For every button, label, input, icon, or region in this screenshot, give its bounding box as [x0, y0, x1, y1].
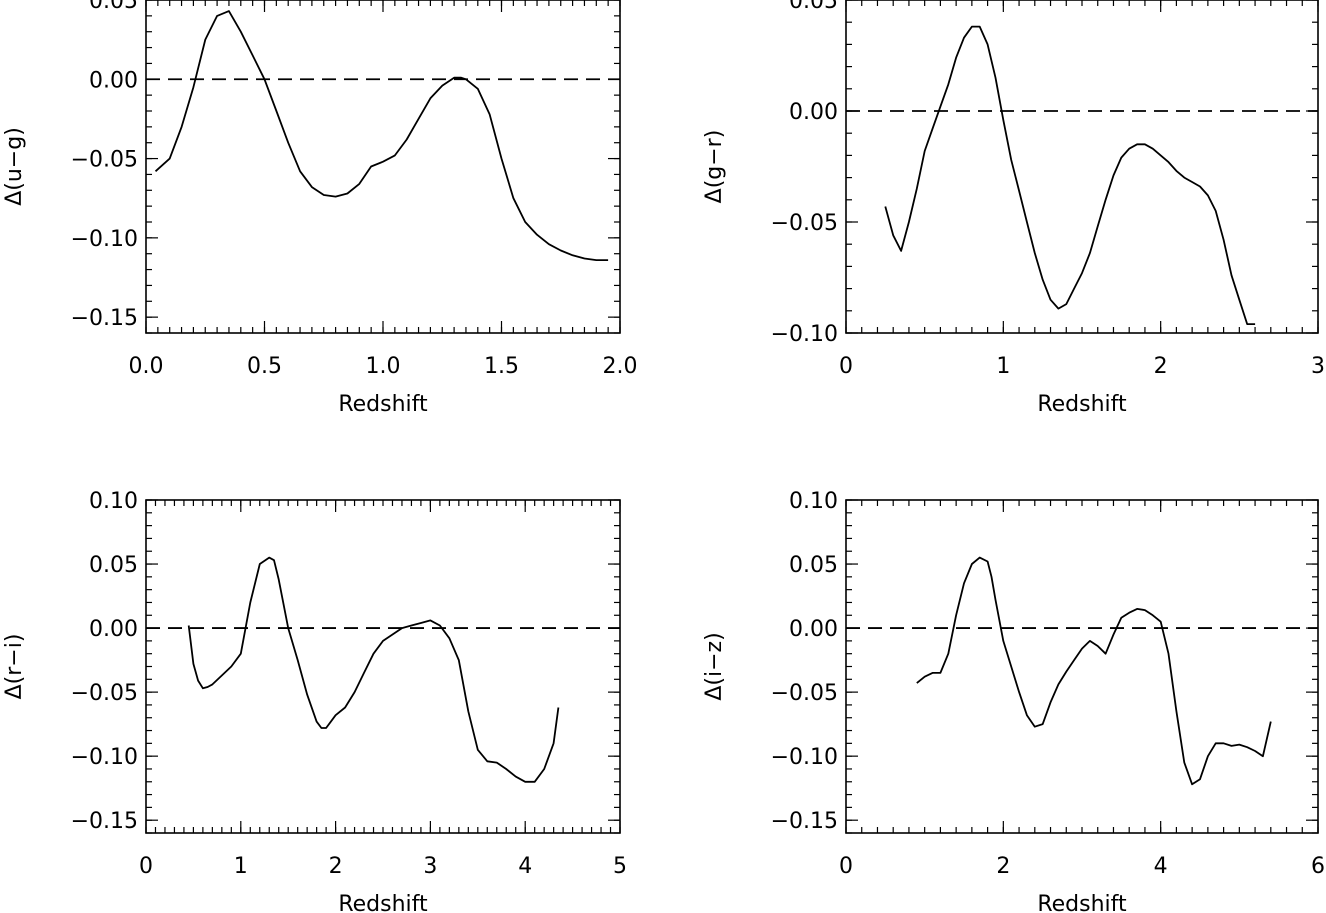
x-tick-label: 2.0	[603, 354, 638, 379]
y-tick-label: 0.10	[789, 489, 838, 514]
y-tick-label: 0.00	[89, 617, 138, 642]
plot-frame	[145, 0, 621, 334]
series-line-u-g	[154, 10, 609, 262]
x-tick-label: 0.5	[247, 354, 282, 379]
y-axis-title: Δ(i−z)	[702, 632, 727, 700]
y-axis-title: Δ(g−r)	[702, 130, 727, 204]
panel-u-g: 0.0 0.5 1.0 1.5 2.0 0.05 0.00 −0.05 −0.10 −0.15 Re…	[2, 0, 638, 417]
y-tick-label: −0.15	[71, 809, 138, 834]
x-axis-title: Redshift	[338, 392, 428, 417]
panel-i-z: 0 2 4 6 0.10 0.05 0.00 −0.05 −0.10 −0.15 Redshift Δ…	[702, 489, 1325, 913]
x-axis-title: Redshift	[1037, 392, 1127, 417]
y-tick-label: −0.05	[771, 681, 838, 706]
y-tick-label: 0.05	[89, 553, 138, 578]
y-tick-label: 0.05	[89, 0, 138, 14]
series-line-g-r	[884, 25, 1256, 326]
x-axis-title: Redshift	[1037, 892, 1127, 913]
y-tick-label: 0.05	[789, 553, 838, 578]
y-tick-label: 0.00	[789, 100, 838, 125]
series-line-i-z	[916, 556, 1272, 786]
x-tick-label: 1	[234, 854, 248, 879]
x-tick-label: 4	[518, 854, 532, 879]
x-tick-label: 0	[839, 854, 853, 879]
x-axis-title: Redshift	[338, 892, 428, 913]
x-tick-label: 2	[996, 854, 1010, 879]
y-tick-label: −0.10	[771, 322, 838, 347]
y-axis-title: Δ(u−g)	[2, 127, 27, 206]
y-tick-label: 0.00	[789, 617, 838, 642]
x-tick-label: 0.0	[129, 354, 164, 379]
panel-r-i: 0 1 2 3 4 5 0.10 0.05 0.00 −0.05 −0.10 −0.15 Redshif…	[2, 489, 627, 913]
x-tick-label: 1.5	[484, 354, 519, 379]
x-tick-label: 5	[613, 854, 627, 879]
y-tick-label: 0.05	[789, 0, 838, 14]
y-axis-title: Δ(r−i)	[2, 634, 27, 700]
x-tick-label: 6	[1311, 854, 1325, 879]
x-tick-label: 4	[1154, 854, 1168, 879]
panel-g-r: 0 1 2 3 0.05 0.00 −0.05 −0.10 Redshift Δ(g−r)	[702, 0, 1325, 417]
plot-frame	[845, 499, 1319, 834]
x-tick-label: 1.0	[366, 354, 401, 379]
y-tick-label: −0.15	[771, 809, 838, 834]
y-tick-label: −0.15	[71, 306, 138, 331]
x-tick-label: 3	[423, 854, 437, 879]
x-tick-label: 0	[839, 354, 853, 379]
series-line-r-i	[187, 556, 560, 783]
x-tick-label: 1	[996, 354, 1010, 379]
y-tick-label: −0.10	[771, 745, 838, 770]
y-tick-label: −0.05	[71, 681, 138, 706]
y-tick-label: 0.00	[89, 68, 138, 93]
y-tick-label: −0.10	[71, 227, 138, 252]
y-tick-label: −0.10	[71, 745, 138, 770]
x-tick-label: 0	[139, 854, 153, 879]
y-tick-label: −0.05	[771, 211, 838, 236]
plot-frame	[845, 0, 1319, 334]
y-tick-label: −0.05	[71, 148, 138, 173]
y-tick-label: 0.10	[89, 489, 138, 514]
x-tick-label: 2	[1154, 354, 1168, 379]
plot-frame	[145, 499, 621, 834]
x-tick-label: 2	[329, 854, 343, 879]
x-tick-label: 3	[1311, 354, 1325, 379]
